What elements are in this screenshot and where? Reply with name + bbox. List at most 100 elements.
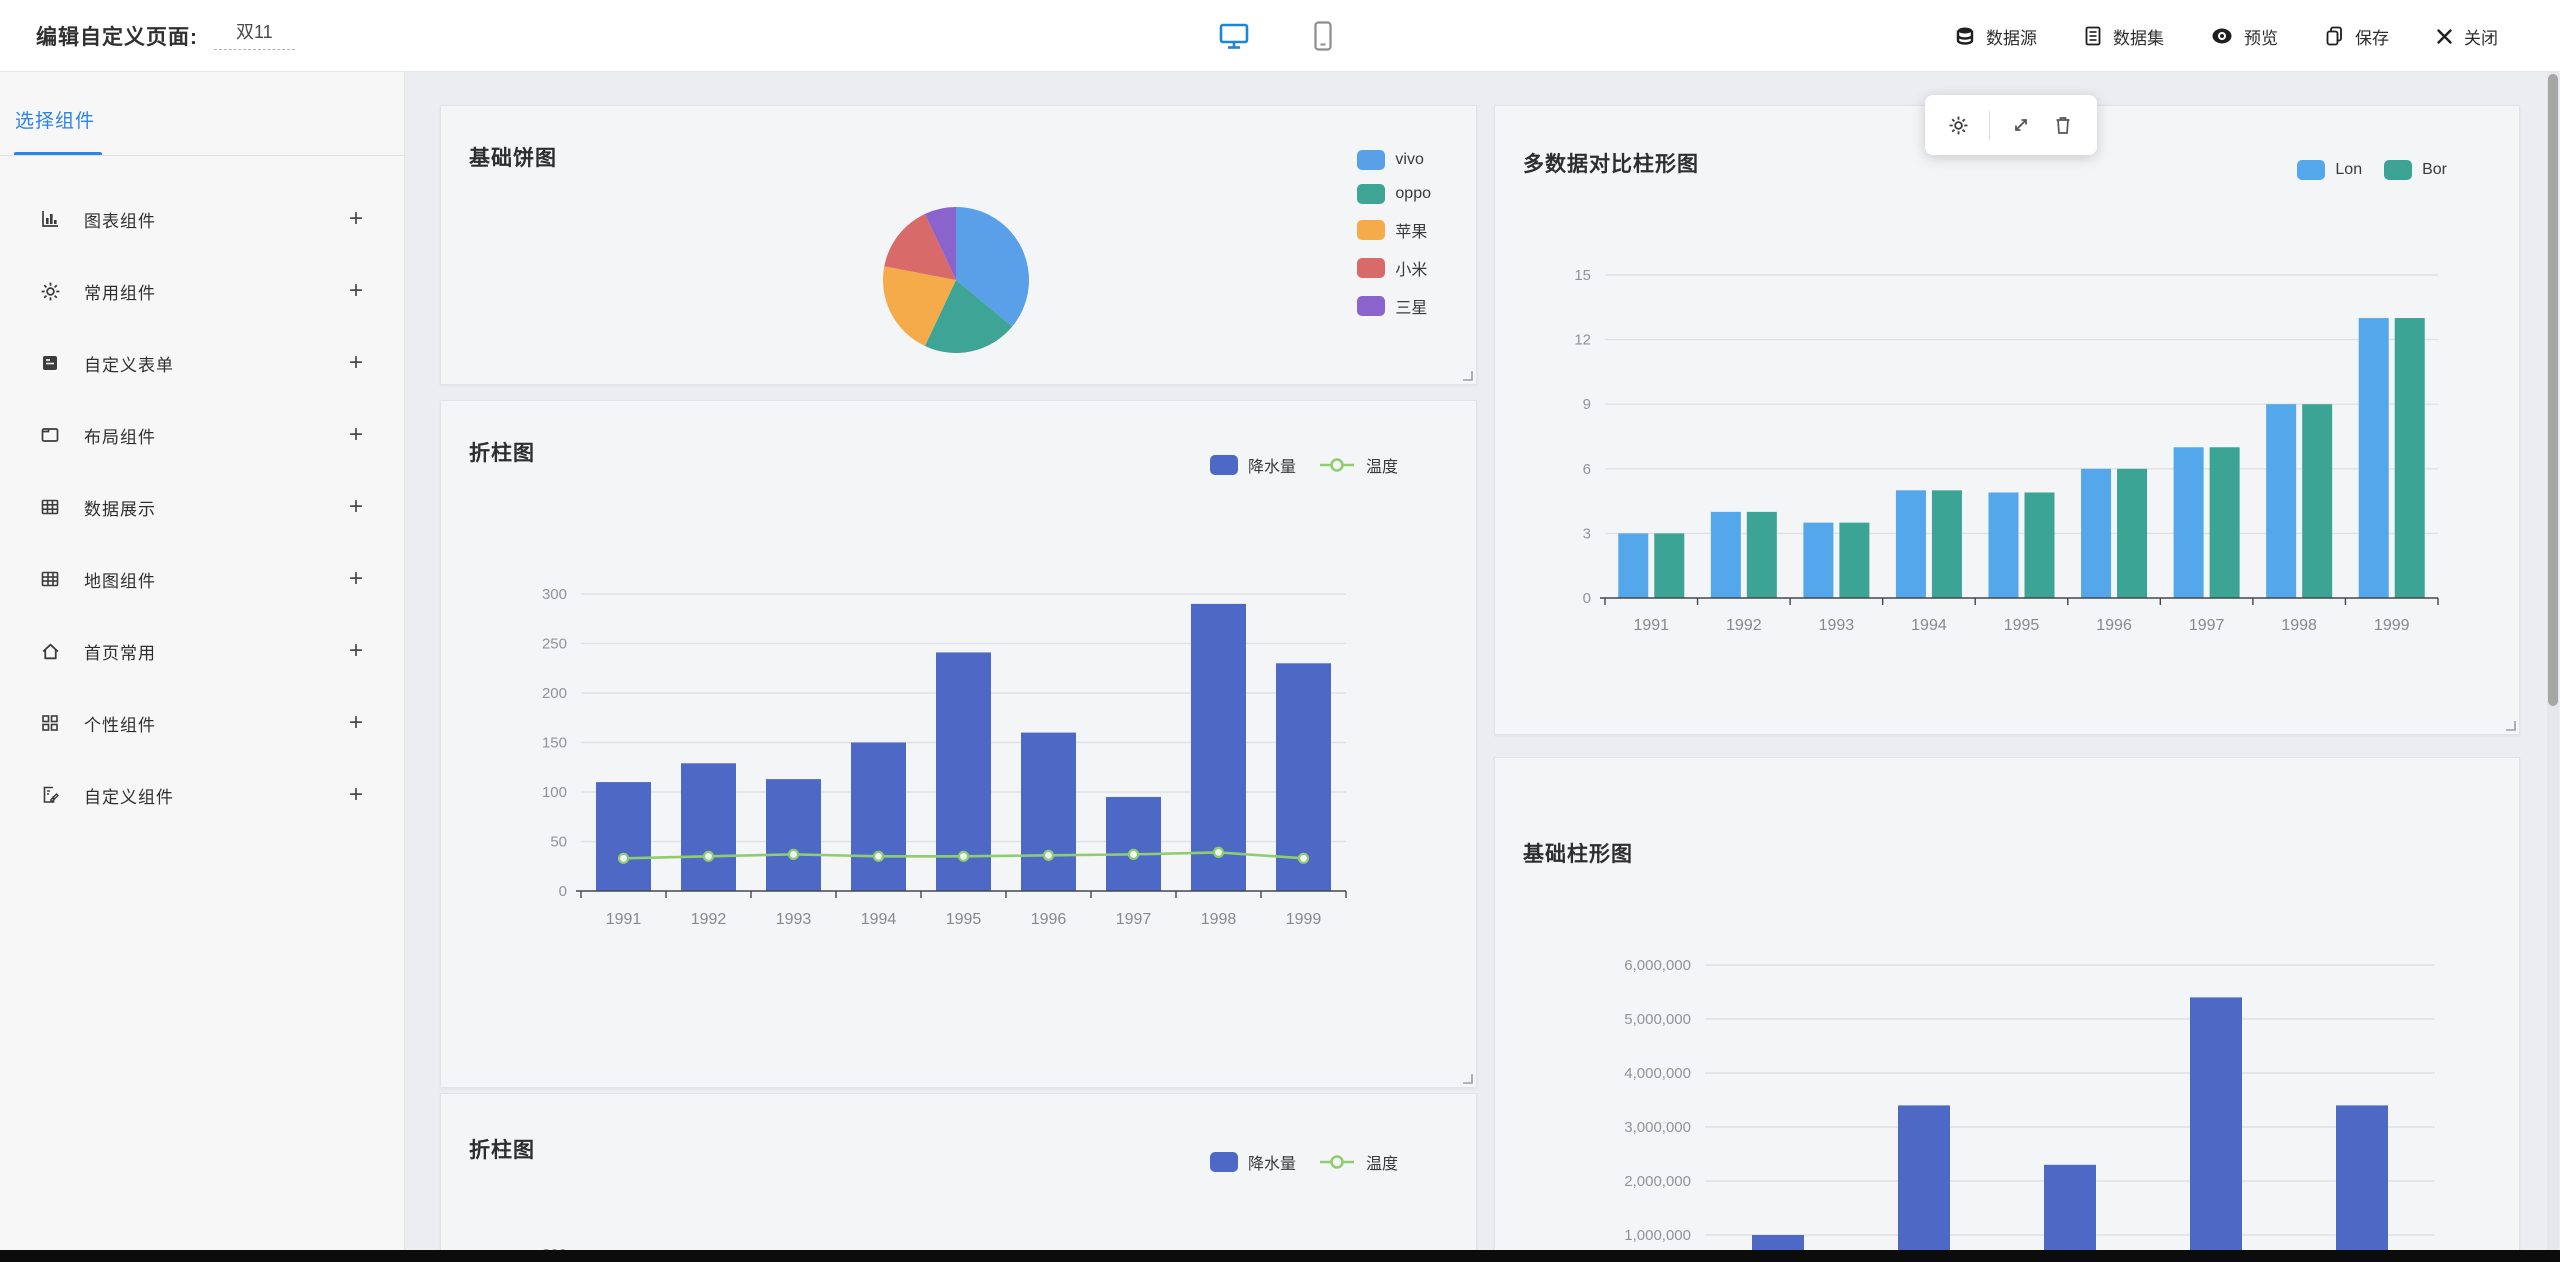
legend-swatch <box>2384 160 2413 180</box>
action-datasource[interactable]: 数据源 <box>1954 24 2037 49</box>
resize-handle-icon[interactable] <box>1459 367 1473 381</box>
svg-text:1992: 1992 <box>691 911 727 928</box>
svg-text:1997: 1997 <box>2189 617 2225 634</box>
sidebar-item-label: 地图组件 <box>84 571 156 591</box>
sidebar-divider <box>0 155 404 156</box>
header-actions: 数据源 数据集 预览 保存 关闭 <box>1954 0 2498 72</box>
svg-text:1992: 1992 <box>1726 617 1762 634</box>
legend-item-温度[interactable]: 温度 <box>1318 1150 1398 1174</box>
legend-item-Lon[interactable]: Lon <box>2297 160 2362 180</box>
expand-icon[interactable] <box>2010 114 2032 136</box>
resize-handle-icon[interactable] <box>1459 1070 1473 1084</box>
barline2-legend: 降水量 温度 <box>1209 1150 1398 1174</box>
legend-swatch <box>1357 258 1386 278</box>
svg-text:200: 200 <box>542 685 567 702</box>
svg-text:1,000,000: 1,000,000 <box>1624 1227 1691 1244</box>
expand-plus-icon[interactable]: + <box>348 709 363 736</box>
sidebar-item-8[interactable]: 自定义组件 + <box>0 759 404 831</box>
svg-text:12: 12 <box>1574 332 1591 349</box>
home-icon <box>40 640 62 662</box>
scrollbar-track <box>2547 72 2559 1250</box>
svg-text:100: 100 <box>542 784 567 801</box>
expand-plus-icon[interactable]: + <box>348 421 363 448</box>
action-label: 数据源 <box>1986 28 2037 48</box>
main: 选择组件 图表组件 + 常用组件 + 自定义表单 + 布局组件 + 数据展示 + 地图组件 + 首页常用… <box>0 72 2560 1250</box>
sidebar-item-label: 自定义组件 <box>84 787 174 807</box>
sidebar-item-1[interactable]: 常用组件 + <box>0 255 404 327</box>
card-basic-bar[interactable]: 基础柱形图 1,000,000 2,000,000 3,000,000 4,000,0… <box>1494 757 2520 1250</box>
svg-text:1994: 1994 <box>861 911 897 928</box>
svg-text:1996: 1996 <box>1031 911 1067 928</box>
trash-icon[interactable] <box>2052 114 2074 136</box>
sidebar-item-label: 首页常用 <box>84 643 156 663</box>
action-dataset[interactable]: 数据集 <box>2083 24 2164 49</box>
action-label: 保存 <box>2355 28 2389 48</box>
card-basic-pie[interactable]: 基础饼图 vivo oppo 苹果小米三星 <box>440 105 1477 385</box>
legend-item-三星[interactable]: 三星 <box>1357 294 1427 318</box>
tab-select-components[interactable]: 选择组件 <box>15 111 96 132</box>
legend-label: 三星 <box>1395 300 1428 317</box>
card-bar-line[interactable]: 折柱图 降水量 温度 50 100 150 200 250 300 0 1991 1992 1993… <box>440 400 1477 1088</box>
svg-text:6,000,000: 6,000,000 <box>1624 957 1691 974</box>
legend-item-vivo[interactable]: vivo <box>1357 150 1424 170</box>
expand-plus-icon[interactable]: + <box>348 565 363 592</box>
card-multi-bar[interactable]: 多数据对比柱形图 Lon Bor 3 6 9 12 15 0 1991 1992 1993 1994… <box>1494 105 2520 735</box>
scrollbar-thumb[interactable] <box>2548 74 2558 706</box>
line-symbol <box>1319 1155 1354 1169</box>
legend-item-降水量[interactable]: 降水量 <box>1209 1150 1296 1174</box>
expand-plus-icon[interactable]: + <box>348 637 363 664</box>
legend-swatch <box>1357 220 1386 240</box>
chart-title: 折柱图 <box>469 1139 535 1162</box>
custom-edit-icon <box>40 784 62 806</box>
legend-swatch <box>1357 150 1386 170</box>
action-label: 预览 <box>2244 28 2278 48</box>
svg-text:9: 9 <box>1583 396 1591 413</box>
desktop-icon-active[interactable] <box>1218 22 1250 50</box>
legend-item-小米[interactable]: 小米 <box>1357 256 1427 280</box>
header: 编辑自定义页面: 双11 数据源 数据集 预览 保存 关闭 <box>0 0 2560 72</box>
sidebar-item-6[interactable]: 首页常用 + <box>0 615 404 687</box>
svg-text:1991: 1991 <box>606 911 642 928</box>
svg-text:4,000,000: 4,000,000 <box>1624 1065 1691 1082</box>
settings-gear-icon[interactable] <box>1948 115 1969 136</box>
page-name-field[interactable]: 双11 <box>214 22 295 50</box>
expand-plus-icon[interactable]: + <box>348 349 363 376</box>
legend-item-Bor[interactable]: Bor <box>2384 160 2447 180</box>
card-bar-line-2[interactable]: 折柱图 降水量 温度 501001502002503000199119921993… <box>440 1093 1477 1250</box>
sidebar-item-0[interactable]: 图表组件 + <box>0 183 404 255</box>
sidebar-item-5[interactable]: 地图组件 + <box>0 543 404 615</box>
chart-pie1 <box>883 207 1029 353</box>
legend-item-oppo[interactable]: oppo <box>1357 184 1431 204</box>
action-preview-eye[interactable]: 预览 <box>2210 24 2278 49</box>
sidebar-item-label: 数据展示 <box>84 499 156 519</box>
svg-text:1993: 1993 <box>776 911 812 928</box>
legend-label: 降水量 <box>1247 459 1296 476</box>
legend-item-苹果[interactable]: 苹果 <box>1357 218 1427 242</box>
action-close[interactable]: 关闭 <box>2435 24 2498 49</box>
legend-item-降水量[interactable]: 降水量 <box>1209 453 1296 477</box>
expand-plus-icon[interactable]: + <box>348 277 363 304</box>
svg-text:15: 15 <box>1574 267 1591 284</box>
mobile-icon[interactable] <box>1312 20 1334 52</box>
resize-handle-icon[interactable] <box>2502 717 2516 731</box>
svg-text:250: 250 <box>542 636 567 653</box>
chart-basicbar: 1,000,000 2,000,000 3,000,000 4,000,000 5,00… <box>1624 957 2435 1250</box>
chart-title: 基础饼图 <box>469 147 557 170</box>
sidebar-item-label: 布局组件 <box>84 427 156 447</box>
svg-text:6: 6 <box>1583 461 1591 478</box>
close-icon <box>2435 27 2454 46</box>
sidebar-item-3[interactable]: 布局组件 + <box>0 399 404 471</box>
action-save[interactable]: 保存 <box>2324 24 2389 49</box>
legend-item-温度[interactable]: 温度 <box>1318 453 1398 477</box>
svg-text:1995: 1995 <box>2004 617 2040 634</box>
sidebar-item-label: 常用组件 <box>84 283 156 303</box>
svg-text:150: 150 <box>542 735 567 752</box>
widget-toolbar <box>1925 95 2097 155</box>
sidebar-item-4[interactable]: 数据展示 + <box>0 471 404 543</box>
line-symbol <box>1319 458 1354 472</box>
expand-plus-icon[interactable]: + <box>348 781 363 808</box>
sidebar-item-2[interactable]: 自定义表单 + <box>0 327 404 399</box>
sidebar-item-7[interactable]: 个性组件 + <box>0 687 404 759</box>
expand-plus-icon[interactable]: + <box>348 205 363 232</box>
expand-plus-icon[interactable]: + <box>348 493 363 520</box>
